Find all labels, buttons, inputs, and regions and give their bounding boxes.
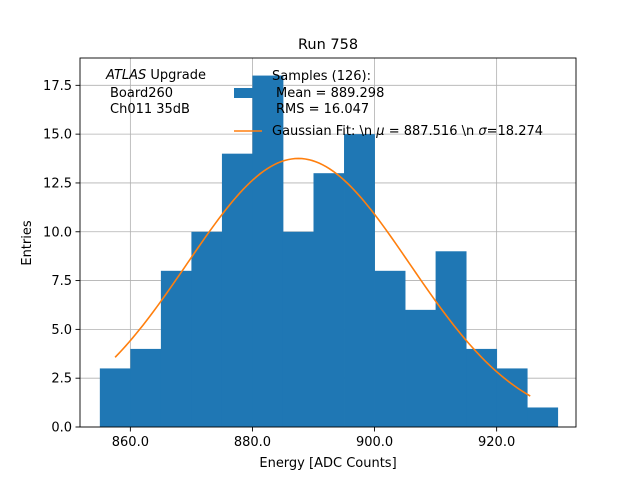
chart-title: Run 758 — [298, 37, 358, 53]
legend-samples-rms: RMS = 16.047 — [276, 102, 369, 117]
y-axis-ticks: 0.0 2.5 5.0 7.5 10.0 12.5 15.0 17.5 — [43, 79, 80, 436]
info-annotation: ATLAS Upgrade Board260 Ch011 35dB — [105, 68, 206, 117]
histogram-bar — [496, 368, 528, 427]
histogram-bars — [99, 75, 559, 428]
legend-samples-title: Samples (126): — [272, 69, 371, 84]
legend: Samples (126): Mean = 889.298 RMS = 16.0… — [234, 69, 543, 139]
histogram-bar — [252, 75, 284, 428]
histogram-bar — [466, 348, 498, 427]
histogram-bar — [405, 309, 436, 427]
y-tick-label: 5.0 — [51, 323, 72, 338]
y-tick-label: 10.0 — [43, 225, 72, 240]
y-axis-label: Entries — [20, 220, 35, 266]
histogram-bar — [313, 173, 345, 427]
x-tick-label: 920.0 — [478, 435, 515, 450]
legend-fit-label: Gaussian Fit: \n μ = 887.516 \n σ=18.274 — [272, 124, 543, 139]
plot-frame — [79, 57, 577, 428]
histogram-bar — [374, 270, 406, 427]
legend-samples-swatch — [234, 88, 262, 98]
histogram-bar — [527, 407, 559, 427]
histogram-bar — [221, 153, 253, 427]
legend-fit-mu-symbol: μ — [375, 124, 384, 139]
annotation-board: Board260 — [110, 86, 173, 101]
x-tick-label: 860.0 — [112, 435, 149, 450]
y-tick-label: 17.5 — [43, 79, 72, 94]
histogram-bar — [130, 348, 162, 427]
histogram-bar — [344, 134, 375, 427]
legend-fit-sigma-value: =18.274 — [487, 124, 543, 139]
x-axis-label: Energy [ADC Counts] — [259, 456, 396, 471]
annotation-channel: Ch011 35dB — [110, 102, 190, 117]
x-axis-ticks: 860.0 880.0 900.0 920.0 — [112, 427, 515, 450]
histogram-bar — [435, 251, 467, 427]
gaussian-fit-curve — [114, 157, 531, 397]
gaussian-fit-layer — [114, 157, 531, 397]
x-tick-label: 900.0 — [356, 435, 393, 450]
y-tick-label: 7.5 — [51, 274, 72, 289]
histogram-bar — [282, 231, 314, 427]
y-tick-label: 0.0 — [51, 421, 72, 436]
y-tick-label: 12.5 — [43, 176, 72, 191]
y-tick-label: 15.0 — [43, 128, 72, 143]
legend-fit-sigma-symbol: σ — [478, 124, 487, 139]
annotation-upgrade: Upgrade — [146, 68, 206, 83]
histogram-bar — [99, 368, 131, 427]
annotation-atlas: ATLAS — [105, 68, 146, 83]
histogram-bar — [191, 231, 223, 427]
y-tick-label: 2.5 — [51, 372, 72, 387]
x-tick-label: 880.0 — [234, 435, 271, 450]
legend-samples-mean: Mean = 889.298 — [276, 86, 384, 101]
histogram-bar — [160, 270, 192, 427]
legend-fit-prefix: Gaussian Fit: \n — [272, 124, 376, 139]
legend-fit-mu-value: = 887.516 \n — [385, 124, 479, 139]
annotation-line-1: ATLAS Upgrade — [105, 68, 206, 83]
